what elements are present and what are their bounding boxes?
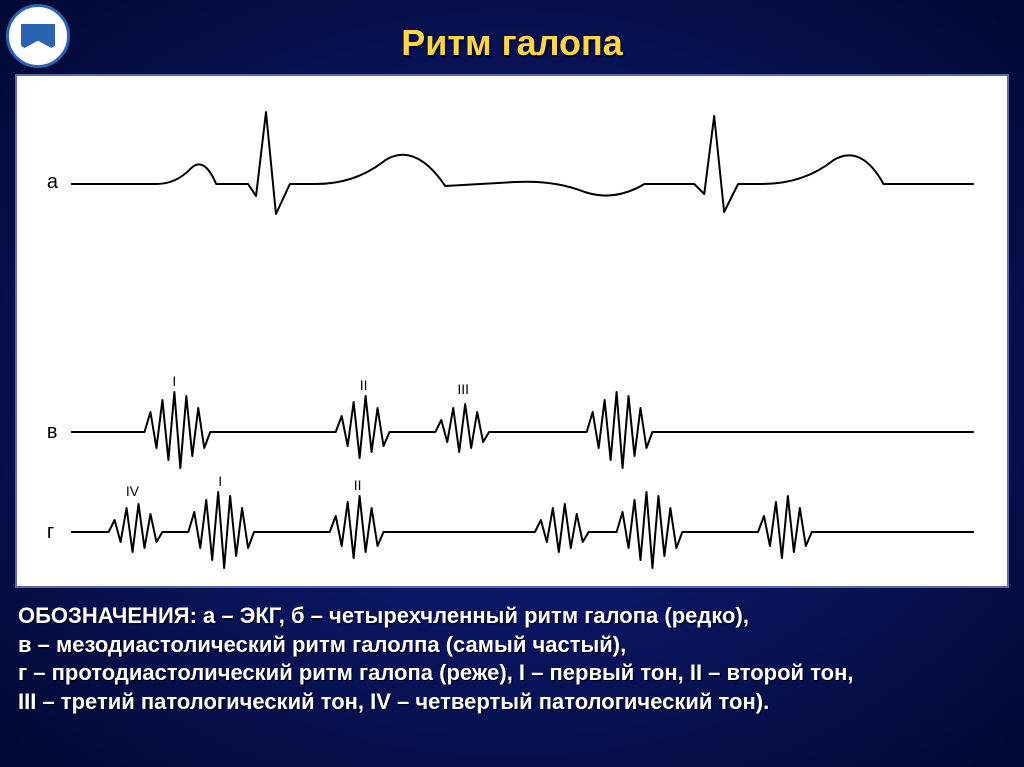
svg-text:в: в: [47, 421, 58, 443]
caption-line: в – мезодиастолический ритм галолпа (сам…: [18, 631, 1006, 660]
caption-line: г – протодиастолический ритм галопа (реж…: [18, 659, 1006, 688]
svg-text:IV: IV: [126, 483, 140, 499]
caption-line: III – третий патологический тон, IV – че…: [18, 688, 1006, 717]
slide-title: Ритм галопа: [0, 22, 1024, 64]
caption-line: ОБОЗНАЧЕНИЯ: а – ЭКГ, б – четырехчленный…: [18, 602, 1006, 631]
svg-text:I: I: [218, 473, 222, 489]
waveform-svg: авIIIIIIгIVIII: [17, 76, 1007, 586]
svg-text:I: I: [172, 373, 176, 389]
svg-text:II: II: [354, 477, 362, 493]
svg-text:г: г: [47, 521, 54, 543]
svg-text:III: III: [457, 381, 469, 397]
svg-text:II: II: [360, 377, 368, 393]
svg-text:а: а: [47, 171, 59, 193]
waveform-chart: авIIIIIIгIVIII: [15, 74, 1009, 588]
legend-caption: ОБОЗНАЧЕНИЯ: а – ЭКГ, б – четырехчленный…: [18, 602, 1006, 716]
